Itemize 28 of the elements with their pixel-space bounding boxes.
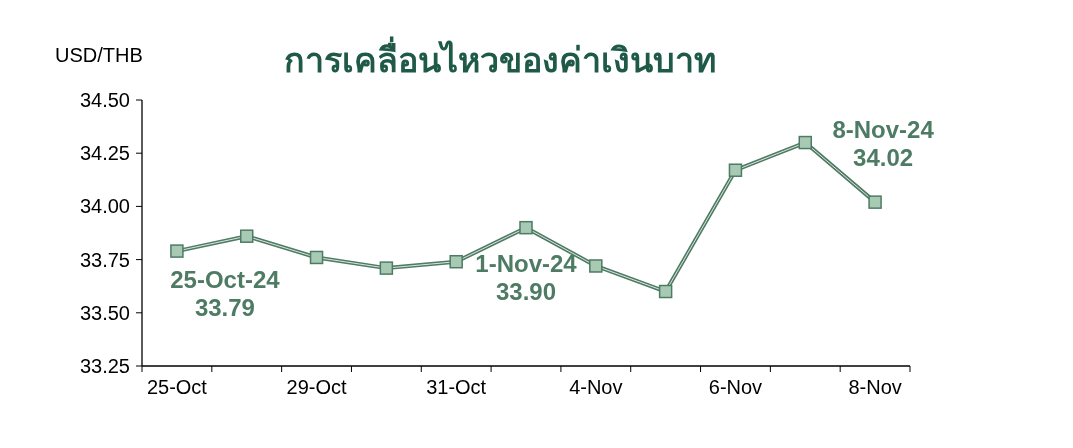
point (589, 259, 603, 273)
y-tick-label: 34.00 (79, 195, 130, 218)
y-tick-label: 33.25 (79, 355, 130, 377)
point (309, 250, 324, 265)
y-tick-label: 34.25 (79, 142, 130, 165)
x-tick-label: 29-Oct (286, 376, 347, 398)
point (519, 220, 533, 235)
x-tick-label: 6-Nov (708, 376, 763, 398)
y-tick-label: 33.50 (79, 301, 130, 324)
y-tick-label: 34.50 (79, 89, 130, 111)
point (449, 254, 463, 269)
x-tick-label: 31-Oct (426, 376, 487, 398)
x-tick-label: 4-Nov (569, 376, 623, 398)
point (170, 244, 184, 258)
y-tick-label: 33.75 (79, 248, 130, 271)
point (239, 229, 254, 243)
point (728, 163, 743, 177)
point (798, 135, 813, 150)
point (868, 195, 882, 209)
point (379, 261, 394, 275)
point (658, 284, 673, 299)
y-axis-title: USD/THB (55, 44, 143, 66)
annotation: 8-Nov-24 34.02 (832, 116, 935, 172)
x-tick-label: 8-Nov (848, 376, 902, 398)
x-tick-label: 25-Oct (146, 376, 208, 398)
annotation: 1-Nov-24 33.90 (475, 249, 578, 305)
annotation: 25-Oct-24 33.79 (170, 266, 281, 322)
chart-title: การเคลื่อนไหวของค่าเงินบาท (284, 36, 716, 79)
